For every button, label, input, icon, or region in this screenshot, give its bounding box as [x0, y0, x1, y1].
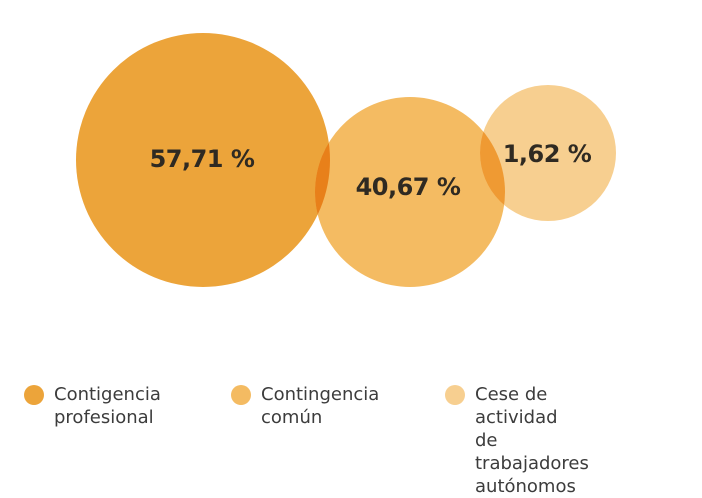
bubble-chart: 57,71 % 40,67 % 1,62 % — [76, 33, 616, 287]
legend: Contigencia profesional Contingencia com… — [0, 383, 702, 497]
legend-dot-profesional — [24, 385, 44, 405]
bubble-label-comun: 40,67 % — [356, 173, 461, 201]
bubble-contingencia-comun — [315, 97, 505, 287]
legend-label-cese: Cese de actividad de trabajadores autóno… — [475, 384, 589, 497]
bubble-cese-actividad — [480, 85, 616, 221]
legend-dot-cese — [445, 385, 465, 405]
bubble-label-cese: 1,62 % — [503, 140, 592, 168]
legend-label-comun: Contingencia común — [261, 384, 380, 428]
bubble-label-profesional: 57,71 % — [150, 145, 255, 173]
bubble-contigencia-profesional — [76, 33, 330, 287]
legend-label-profesional: Contigencia profesional — [54, 384, 161, 428]
legend-dot-comun — [231, 385, 251, 405]
